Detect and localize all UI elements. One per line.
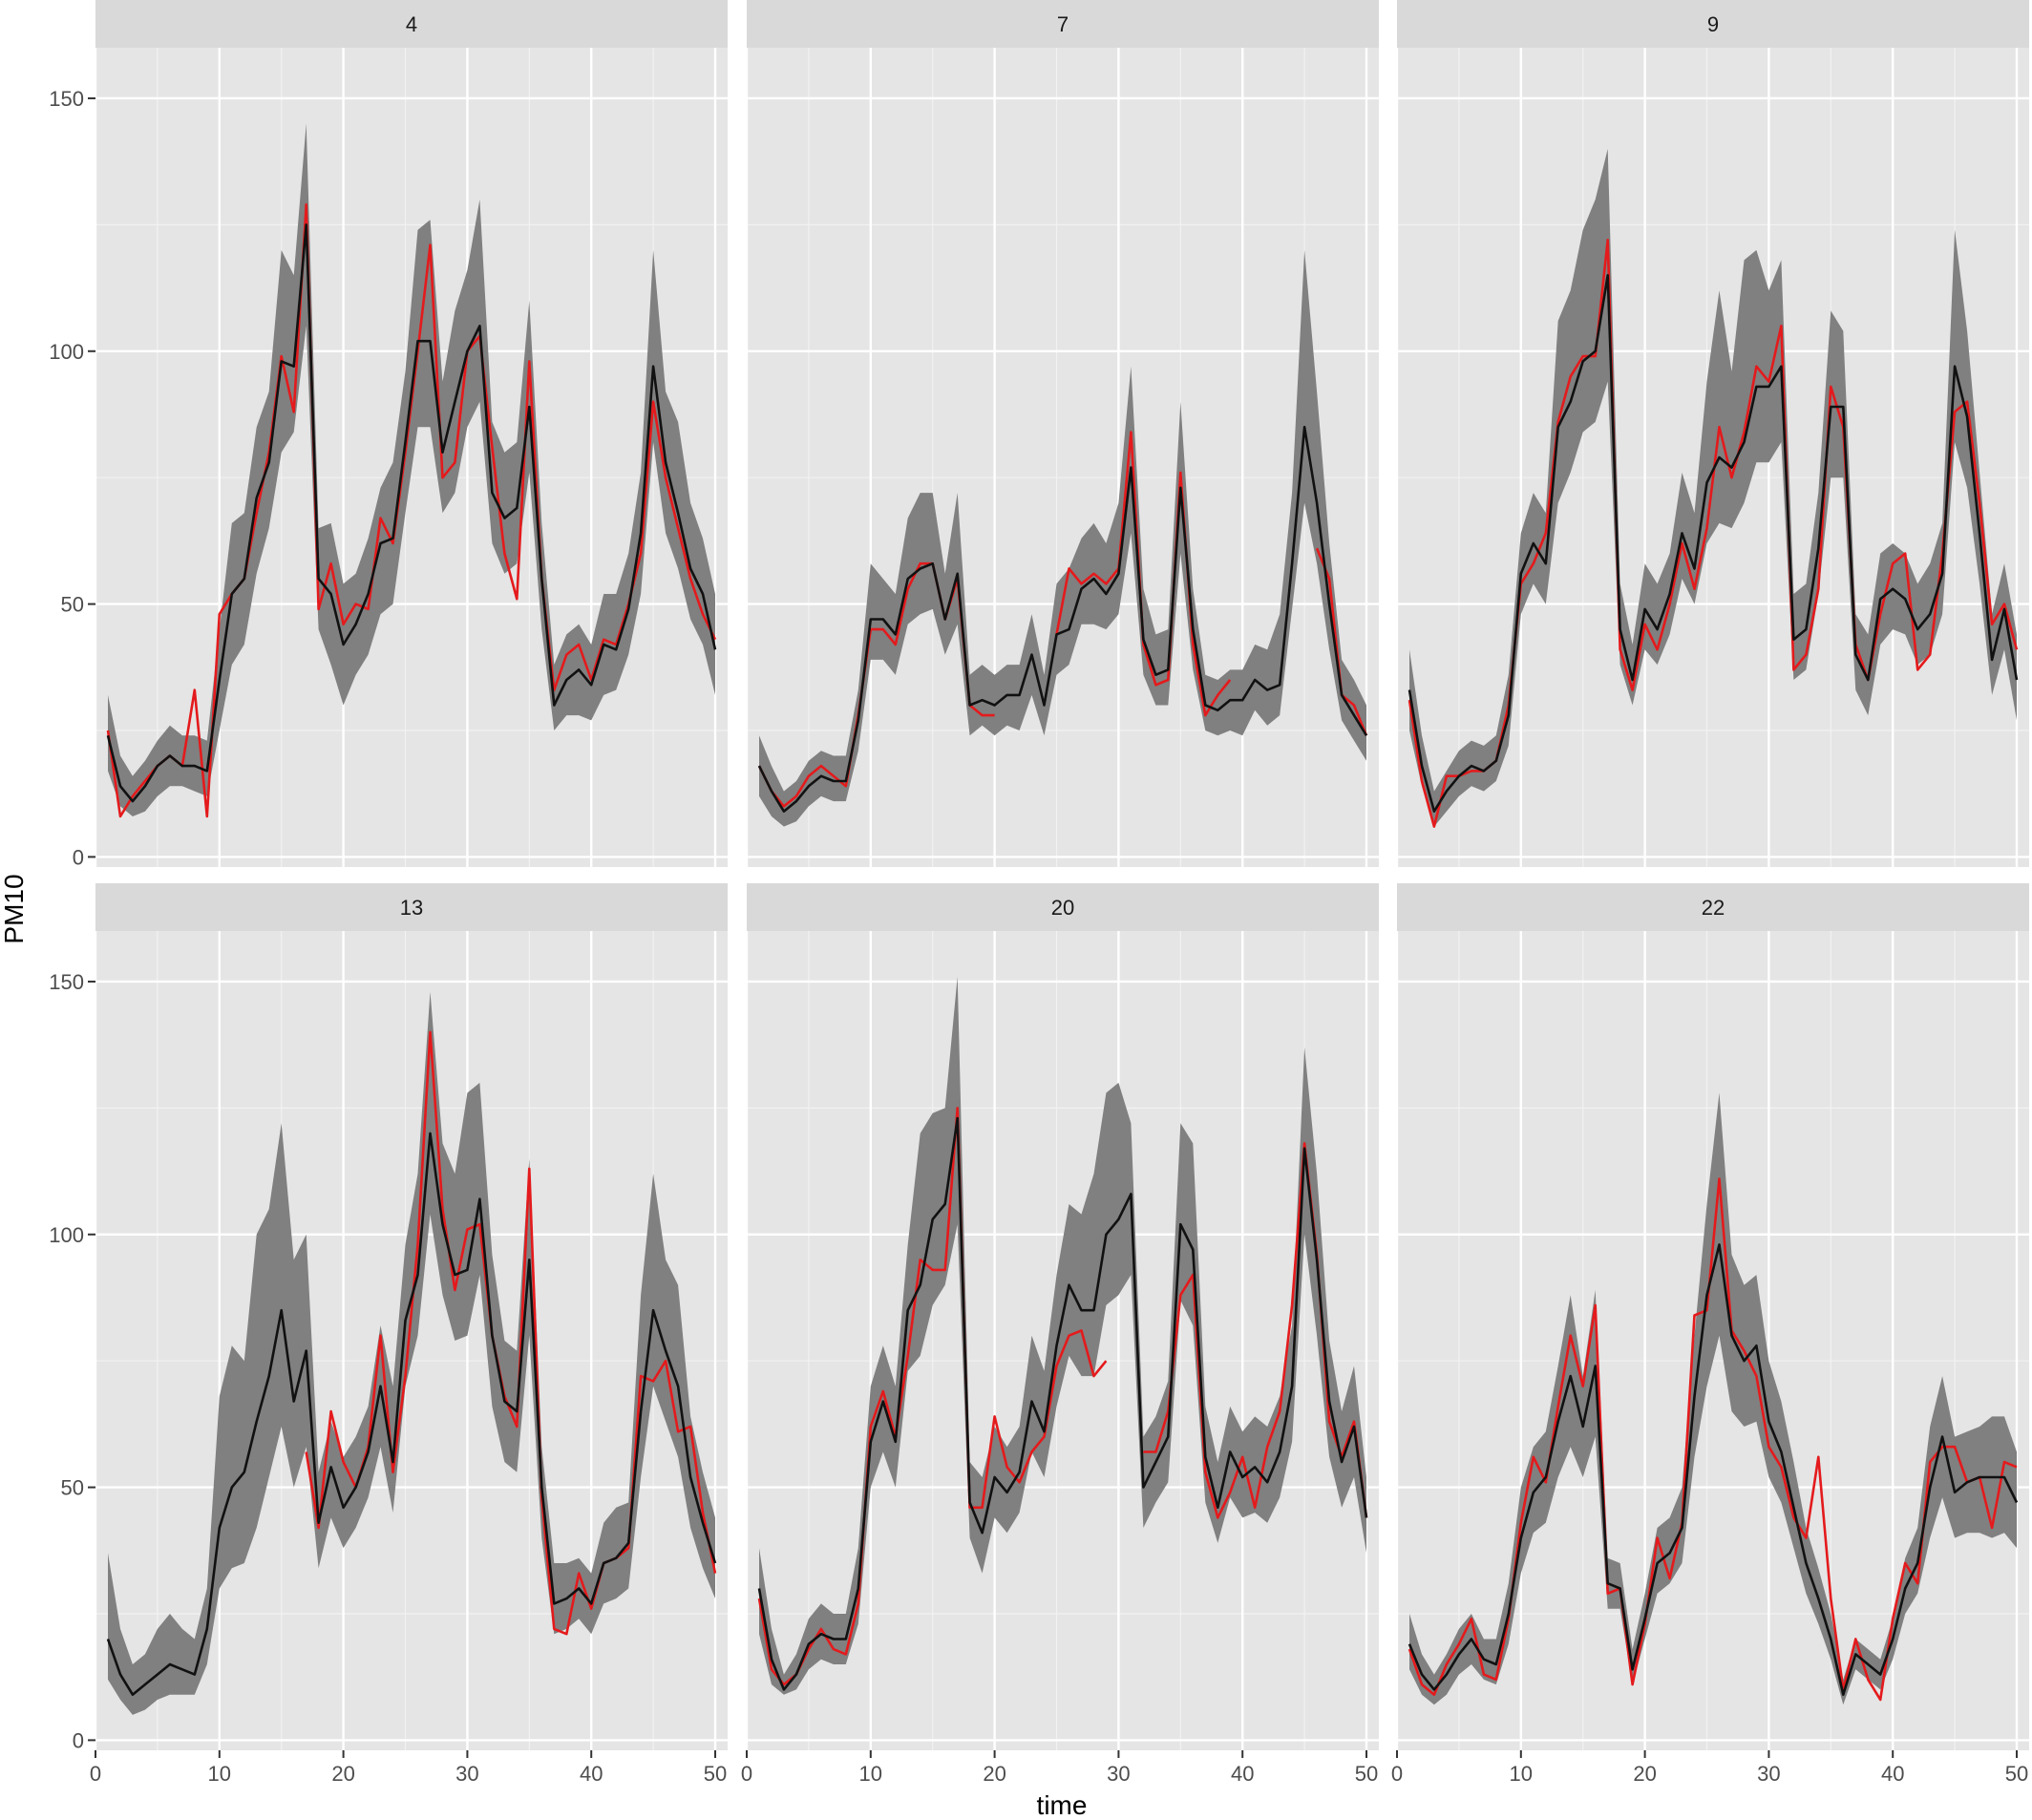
x-tick-label: 30	[1757, 1762, 1780, 1786]
x-tick-label: 10	[208, 1762, 231, 1786]
prediction-band	[108, 123, 715, 816]
y-tick-label: 100	[49, 340, 84, 364]
prediction-band	[759, 976, 1366, 1695]
facet-strip-label: 20	[1051, 896, 1074, 920]
facet-strip-label: 13	[400, 896, 423, 920]
x-tick-label: 40	[1231, 1762, 1254, 1786]
x-tick-label: 0	[90, 1762, 101, 1786]
observed-series-line	[305, 1030, 717, 1636]
y-tick-label: 0	[73, 845, 84, 869]
y-tick-label: 50	[61, 1476, 84, 1500]
predicted-series-line	[757, 425, 1368, 813]
x-tick-label: 20	[331, 1762, 354, 1786]
x-tick-label: 50	[2005, 1762, 2028, 1786]
y-tick-label: 0	[73, 1728, 84, 1752]
facet-strip-label: 4	[406, 12, 417, 36]
facet-strip	[95, 883, 728, 931]
x-tick-label: 10	[859, 1762, 882, 1786]
predicted-series-line	[1408, 1243, 2019, 1696]
facet-strip	[95, 0, 728, 48]
panel-7: 7	[745, 0, 1379, 867]
facet-strip-label: 22	[1702, 896, 1725, 920]
prediction-band	[759, 249, 1366, 827]
x-tick-label: 20	[1633, 1762, 1656, 1786]
facet-strip	[747, 883, 1379, 931]
x-tick-label: 30	[1107, 1762, 1130, 1786]
y-axis-title: PM10	[0, 874, 29, 943]
x-tick-label: 0	[741, 1762, 752, 1786]
predicted-series-line	[757, 1116, 1368, 1691]
y-tick-label: 100	[49, 1223, 84, 1247]
x-tick-label: 10	[1510, 1762, 1533, 1786]
panel-9: 9	[1395, 0, 2029, 867]
facet-strip-label: 9	[1707, 12, 1719, 36]
x-tick-label: 0	[1391, 1762, 1403, 1786]
panel-4: 4	[94, 0, 728, 867]
x-tick-label: 50	[704, 1762, 727, 1786]
facet-strip	[1397, 0, 2029, 48]
predicted-series-line	[1408, 274, 2019, 813]
facet-strip-label: 7	[1057, 12, 1069, 36]
panel-20: 20	[745, 883, 1379, 1750]
x-tick-label: 40	[1881, 1762, 1904, 1786]
x-tick-label: 40	[580, 1762, 603, 1786]
panel-13: 13	[94, 883, 728, 1750]
x-tick-label: 50	[1355, 1762, 1378, 1786]
y-tick-label: 150	[49, 970, 84, 994]
panel-22: 22	[1395, 883, 2029, 1750]
prediction-band	[108, 991, 715, 1715]
facet-strip	[747, 0, 1379, 48]
predicted-series-line	[106, 223, 717, 803]
panels-layer: 4 7 9 13 20 22	[94, 0, 2029, 1750]
y-tick-label: 50	[61, 593, 84, 617]
y-tick-label: 150	[49, 87, 84, 111]
facet-strip	[1397, 883, 2029, 931]
observed-series-line	[757, 1107, 1368, 1686]
panel-background	[747, 48, 1379, 867]
predicted-series-line	[106, 1132, 717, 1696]
x-tick-label: 20	[983, 1762, 1005, 1786]
x-tick-label: 30	[455, 1762, 478, 1786]
x-axis-title: time	[1037, 1790, 1088, 1820]
prediction-band	[1409, 1092, 2017, 1705]
